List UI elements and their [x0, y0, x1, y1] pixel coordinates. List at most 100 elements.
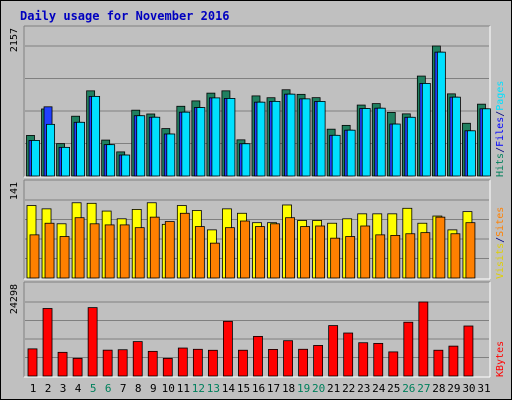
bar-sites-day-26	[405, 233, 416, 279]
legend-entry: Pages	[495, 81, 506, 111]
bar-kbytes-day-21	[328, 325, 339, 377]
legend-entry: /	[495, 147, 506, 153]
chart-title: Daily usage for November 2016	[20, 9, 230, 23]
x-tick-label-day-17: 17	[267, 382, 280, 395]
bar-kbytes-day-5	[87, 307, 98, 377]
bar-kbytes-day-20	[313, 345, 324, 377]
bar-sites-day-3	[59, 236, 70, 279]
legend-entry: Hits	[495, 153, 506, 177]
bar-kbytes-day-7	[117, 349, 128, 377]
bar-pages-day-25	[391, 123, 401, 177]
x-tick-label-day-1: 1	[30, 382, 37, 395]
bar-sites-day-22	[345, 236, 356, 279]
bar-pages-day-13	[211, 97, 221, 177]
bar-pages-day-3	[61, 146, 70, 177]
x-tick-label-day-24: 24	[372, 382, 386, 395]
panel-kbytes-legend: KBytes	[495, 341, 506, 377]
bar-pages-day-11	[181, 111, 191, 177]
x-tick-label-day-9: 9	[150, 382, 157, 395]
bar-pages-day-1	[31, 140, 40, 177]
bar-sites-day-10	[164, 221, 175, 279]
bar-pages-day-15	[241, 143, 251, 177]
bar-kbytes-day-26	[403, 321, 414, 377]
legend-entry: KBytes	[495, 341, 506, 377]
legend-entry: Sites	[495, 207, 506, 237]
bar-pages-day-19	[301, 98, 311, 177]
bar-sites-day-23	[360, 225, 371, 279]
bar-sites-day-20	[315, 225, 326, 279]
bar-pages-day-24	[376, 107, 386, 177]
bar-kbytes-day-27	[418, 301, 429, 377]
x-tick-label-day-25: 25	[387, 382, 400, 395]
x-tick-label-day-30: 30	[462, 382, 475, 395]
bar-kbytes-day-12	[192, 348, 203, 377]
legend-entry: /	[495, 111, 506, 117]
bar-pages-day-2	[46, 123, 55, 177]
panel-visits-sites: 141 Visits/Sites	[9, 179, 506, 280]
bar-sites-day-19	[300, 226, 310, 279]
x-tick-label-day-27: 27	[417, 382, 430, 395]
bar-pages-day-5	[91, 95, 101, 177]
bar-kbytes-day-24	[373, 342, 384, 377]
x-tick-label-day-26: 26	[402, 382, 415, 395]
bar-sites-day-15	[240, 220, 250, 279]
bar-pages-day-21	[331, 134, 341, 177]
x-tick-label-day-20: 20	[312, 382, 325, 395]
bar-pages-day-4	[76, 121, 85, 177]
bar-sites-day-24	[375, 234, 386, 279]
bar-sites-day-1	[29, 234, 40, 279]
bar-pages-day-28	[436, 51, 446, 177]
bar-pages-day-7	[121, 154, 131, 177]
bar-kbytes-day-15	[238, 349, 248, 377]
x-tick-label-day-10: 10	[162, 382, 175, 395]
x-tick-label-day-21: 21	[327, 382, 340, 395]
x-axis-tick-labels: 1 2 3 4 5 6 7 8 9 10 11 12 13 14 15 16 17 18 19 20 21 22 23 24 2…	[30, 382, 491, 395]
bar-kbytes-day-28	[433, 349, 444, 377]
x-tick-label-day-5: 5	[90, 382, 97, 395]
bar-pages-day-8	[136, 115, 146, 177]
bar-pages-day-17	[271, 100, 281, 177]
bar-pages-day-31	[482, 108, 491, 177]
bar-sites-day-21	[330, 237, 341, 279]
panel-kbytes: 24298 KBytes	[9, 281, 506, 378]
panel-visits-sites-max-label: 141	[9, 182, 20, 200]
x-tick-label-day-13: 13	[207, 382, 220, 395]
x-tick-label-day-28: 28	[432, 382, 445, 395]
bar-kbytes-day-19	[298, 348, 308, 377]
bar-sites-day-18	[285, 217, 295, 279]
bar-sites-day-30	[465, 222, 476, 279]
bar-kbytes-day-10	[162, 357, 173, 377]
x-tick-label-day-12: 12	[192, 382, 205, 395]
bar-sites-day-29	[450, 233, 461, 279]
bar-sites-day-7	[119, 224, 130, 279]
bar-kbytes-day-13	[207, 349, 218, 377]
bar-sites-day-12	[194, 226, 205, 279]
panel-kbytes-max-label: 24298	[9, 284, 20, 314]
bar-sites-day-4	[74, 217, 85, 279]
bar-pages-day-10	[166, 133, 176, 177]
x-tick-label-day-22: 22	[342, 382, 355, 395]
x-tick-label-day-7: 7	[120, 382, 127, 395]
bar-kbytes-day-2	[42, 308, 53, 377]
bar-sites-day-5	[89, 223, 100, 279]
chart-panels: 2157Hits/Files/Pages141Visits/Sites24298…	[9, 25, 506, 378]
x-tick-label-day-19: 19	[297, 382, 310, 395]
x-tick-label-day-14: 14	[222, 382, 236, 395]
bar-kbytes-day-18	[283, 340, 293, 377]
bar-kbytes-day-1	[27, 348, 38, 377]
bar-kbytes-day-25	[388, 351, 399, 377]
legend-entry: /	[495, 237, 506, 243]
bar-pages-day-14	[226, 98, 236, 177]
x-tick-label-day-31: 31	[477, 382, 490, 395]
x-tick-label-day-15: 15	[237, 382, 250, 395]
x-tick-label-day-23: 23	[357, 382, 370, 395]
bar-pages-day-29	[452, 96, 461, 177]
bar-sites-day-25	[390, 235, 401, 279]
bar-pages-day-9	[151, 116, 161, 177]
legend-entry: Files	[495, 117, 506, 147]
bar-kbytes-day-30	[463, 325, 474, 377]
bar-pages-day-12	[196, 107, 206, 177]
panel-visits-sites-legend: Visits/Sites	[495, 207, 506, 279]
bar-kbytes-day-17	[268, 349, 278, 377]
bar-kbytes-day-9	[147, 350, 158, 377]
